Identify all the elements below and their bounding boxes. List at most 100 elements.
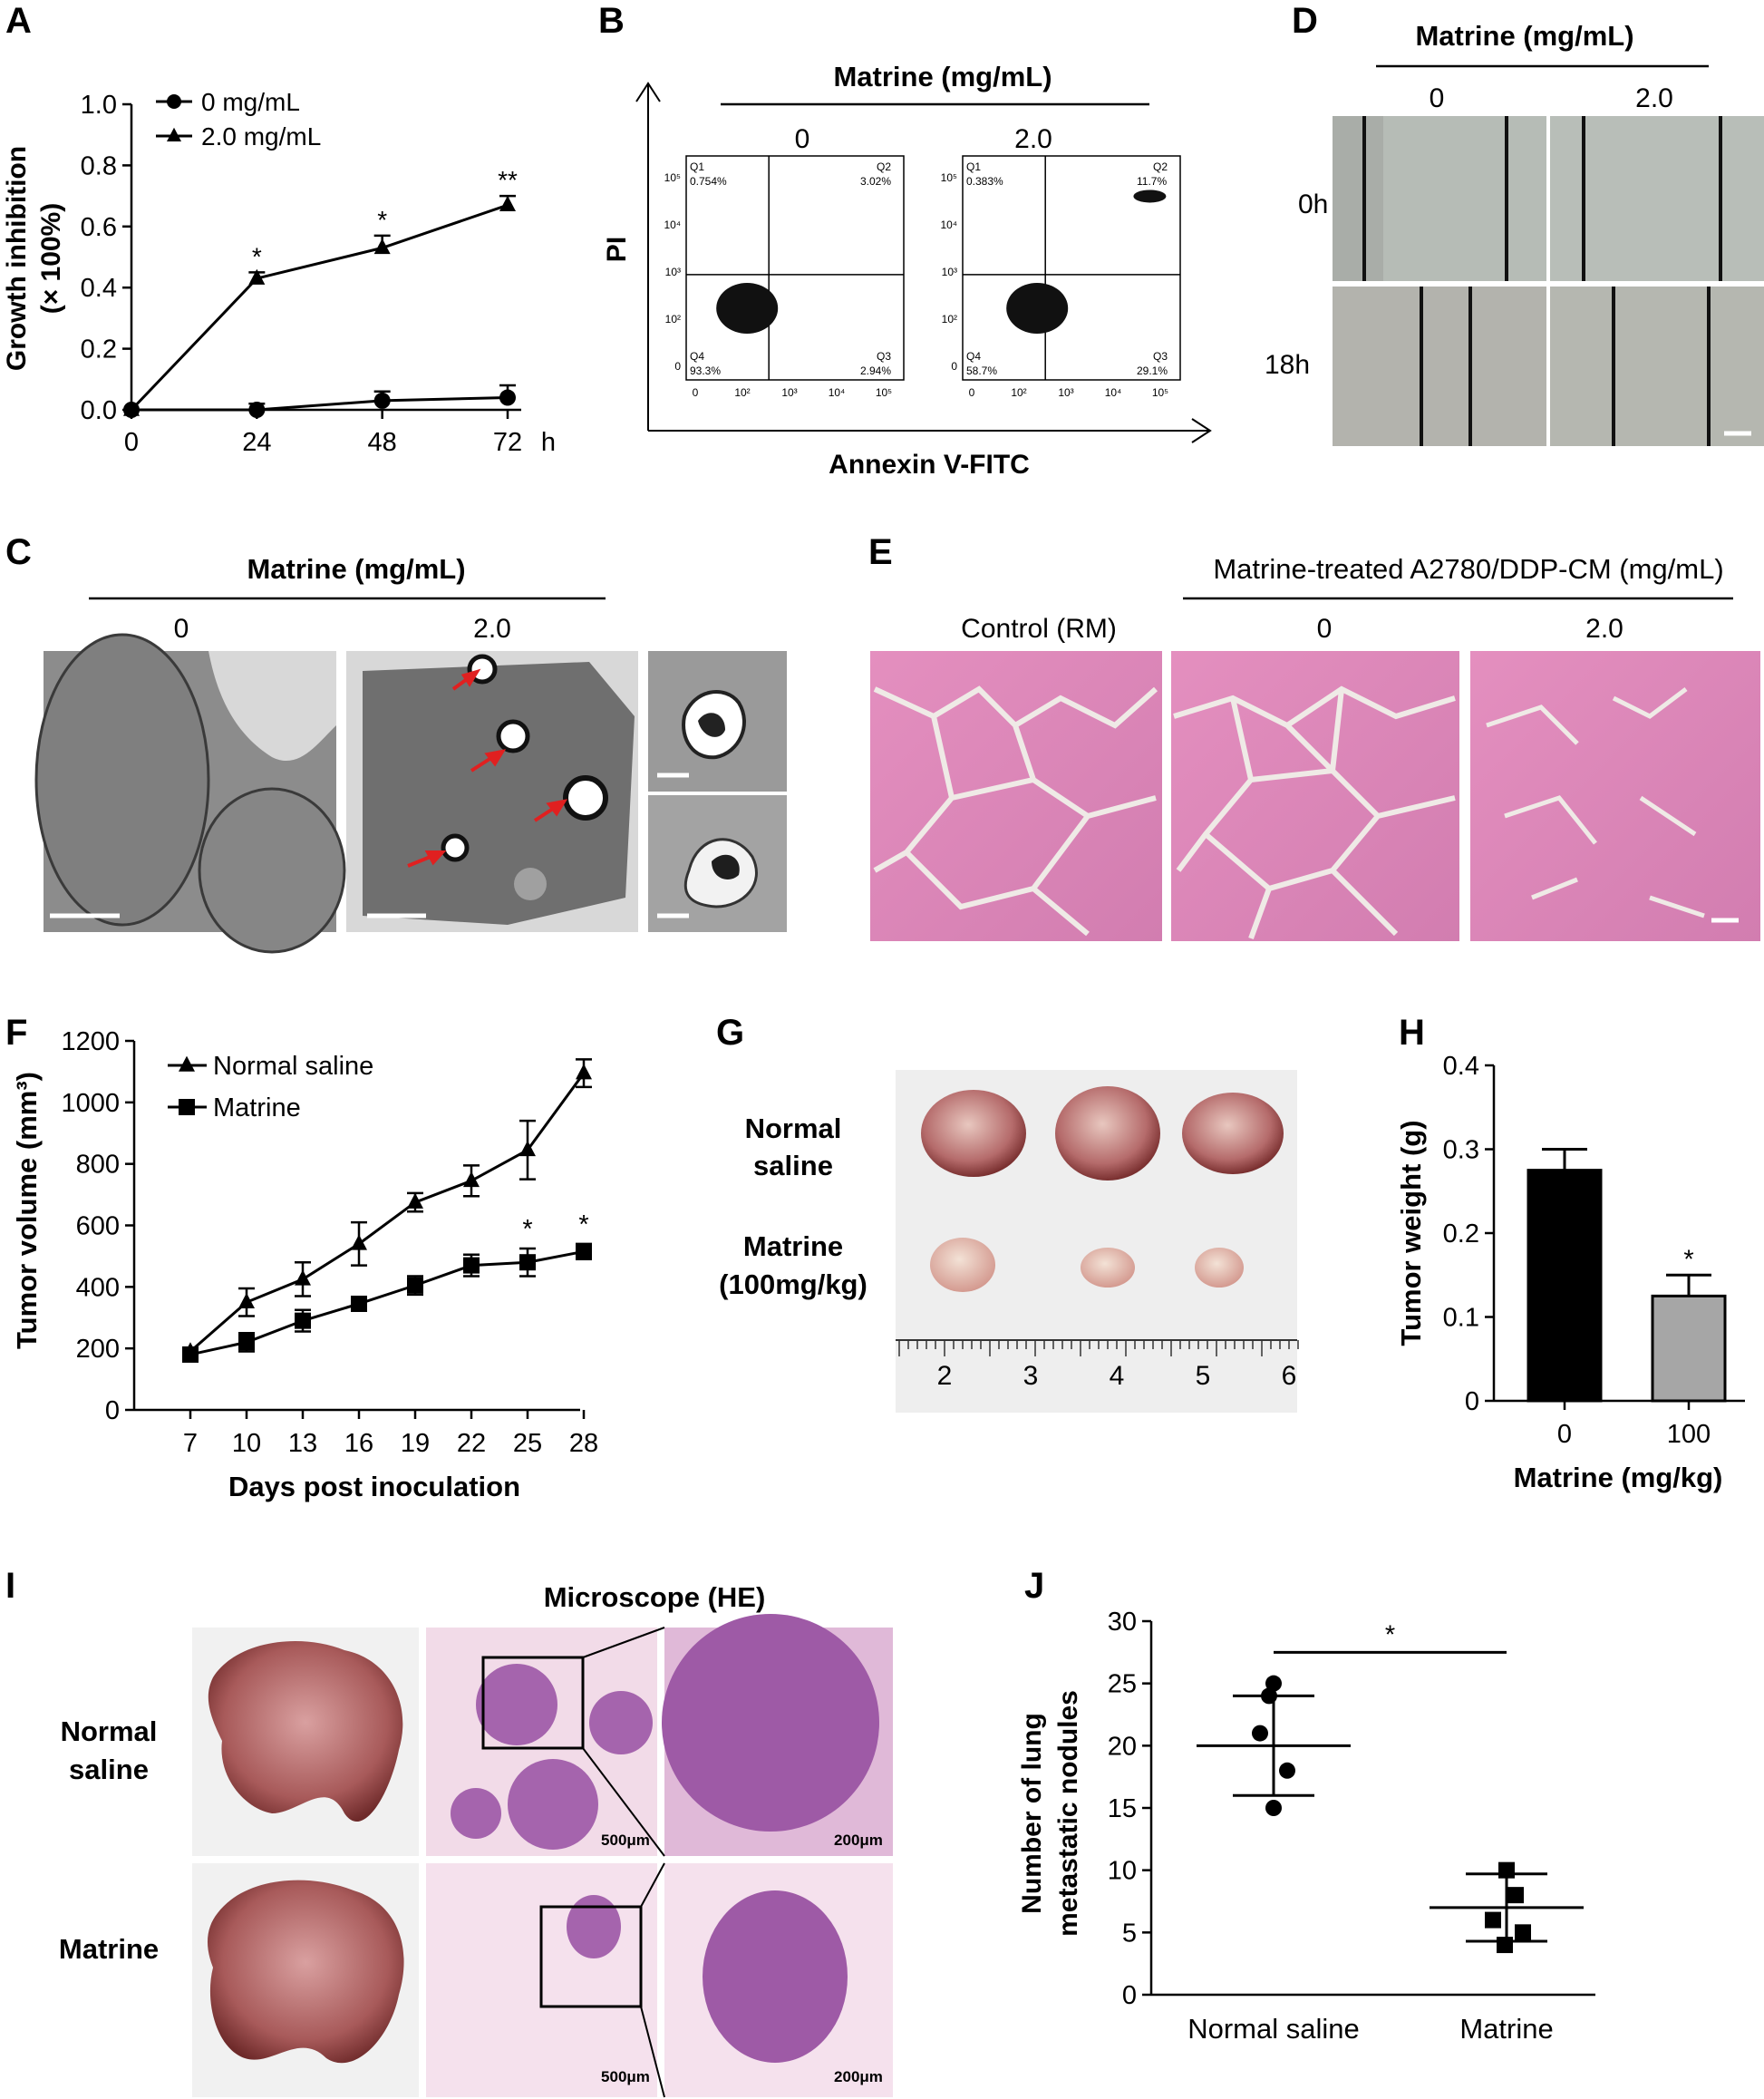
panel-letter-f: F bbox=[5, 1013, 27, 1053]
cell-cluster bbox=[716, 282, 779, 334]
x-tick-label: 16 bbox=[344, 1429, 373, 1458]
tumor-mat-3 bbox=[1195, 1248, 1244, 1288]
x-tick-label: 100 bbox=[1667, 1420, 1711, 1449]
tumor-photo-panel: Normal saline Matrine (100mg/kg) 2 3 4 5 6 bbox=[719, 1070, 1299, 1413]
data-point bbox=[295, 1269, 311, 1286]
photo-row2-line2: (100mg/kg) bbox=[719, 1268, 867, 1300]
photo-row1-line2: saline bbox=[753, 1150, 833, 1181]
flow-y-tick: 10⁵ bbox=[941, 171, 957, 184]
flow-dose-2: 2.0 bbox=[1014, 124, 1052, 154]
data-point bbox=[1279, 1762, 1295, 1779]
wound-header: Matrine (mg/mL) bbox=[1415, 20, 1633, 52]
flow-x-tick: 0 bbox=[969, 386, 975, 399]
y-tick-label: 15 bbox=[1108, 1794, 1137, 1823]
data-point bbox=[295, 1312, 311, 1329]
x-tick-label: 48 bbox=[368, 428, 397, 457]
y-tick-label: 0.3 bbox=[1443, 1136, 1479, 1165]
flow-y-tick: 10⁴ bbox=[940, 219, 957, 231]
scale-ns-right: 200μm bbox=[834, 1832, 883, 1849]
y-tick-label: 0.6 bbox=[81, 213, 117, 242]
flow-x-tick: 10² bbox=[734, 386, 750, 399]
y-tick-label: 0 bbox=[105, 1396, 120, 1425]
flow-y-tick: 10² bbox=[665, 313, 681, 326]
y-tick-label: 800 bbox=[76, 1151, 120, 1180]
y-label: Tumor weight (g) bbox=[1395, 1120, 1427, 1346]
y-tick-label: 1000 bbox=[61, 1089, 120, 1118]
y-tick-label: 0.4 bbox=[1443, 1052, 1479, 1081]
x-tick-label: 72 bbox=[493, 428, 522, 457]
flow-header: Matrine (mg/mL) bbox=[833, 61, 1052, 92]
q4-value: 93.3% bbox=[690, 364, 721, 377]
x-tick-label: 19 bbox=[401, 1429, 430, 1458]
x-category-label: Matrine bbox=[1459, 2013, 1553, 2045]
flow-y-tick: 10³ bbox=[665, 266, 681, 278]
data-point bbox=[499, 389, 516, 406]
q4-label: Q4 bbox=[966, 350, 981, 363]
flow-y-tick: 10² bbox=[942, 313, 957, 326]
data-point bbox=[519, 1254, 536, 1271]
y-tick-label: 400 bbox=[76, 1273, 120, 1302]
x-tick-label: 0 bbox=[124, 428, 139, 457]
data-point bbox=[373, 392, 391, 409]
data-point bbox=[407, 1192, 423, 1209]
significance-mark: * bbox=[1385, 1620, 1395, 1649]
legend-marker bbox=[179, 1099, 195, 1115]
panel-letter-j: J bbox=[1024, 1566, 1044, 1606]
y-tick-label: 0.4 bbox=[81, 274, 117, 303]
flow-ylabel: PI bbox=[602, 237, 632, 262]
legend-label: Normal saline bbox=[213, 1052, 373, 1081]
q4-value: 58.7% bbox=[966, 364, 997, 377]
x-tick-label: 13 bbox=[288, 1429, 317, 1458]
data-point bbox=[1497, 1937, 1513, 1954]
data-point bbox=[123, 400, 140, 416]
y-tick-label: 1.0 bbox=[81, 91, 117, 120]
flow-plot-frame bbox=[962, 155, 1181, 381]
chart-f: 0 200 400 600 800 1000 1200 7 10 13 16 19 22 25 28 Days… bbox=[11, 1027, 598, 1502]
flow-y-tick: 0 bbox=[674, 360, 681, 373]
ruler: 2 3 4 5 6 bbox=[896, 1339, 1299, 1391]
y-tick-label: 0.2 bbox=[81, 335, 117, 364]
legend-marker bbox=[167, 94, 181, 109]
lung-zoom-box-ns bbox=[481, 1656, 585, 1750]
x-label: Matrine (mg/kg) bbox=[1514, 1462, 1723, 1493]
y-tick-label: 0.2 bbox=[1443, 1220, 1479, 1249]
tem-dose-0: 0 bbox=[174, 614, 189, 644]
y-label-1: Growth inhibition bbox=[2, 146, 32, 371]
y-label: Tumor volume (mm³) bbox=[11, 1072, 43, 1349]
y-tick-label: 0.1 bbox=[1443, 1304, 1479, 1333]
tumor-mat-2 bbox=[1081, 1248, 1135, 1288]
data-point bbox=[499, 195, 516, 211]
panel-letter-b: B bbox=[598, 1, 625, 41]
data-point bbox=[576, 1243, 592, 1260]
wound-panel: Matrine (mg/mL) 0 2.0 0h 18h bbox=[1265, 20, 1764, 446]
wound-image-0-18h bbox=[1333, 287, 1546, 446]
scale-ns-left: 500μm bbox=[601, 1832, 650, 1849]
tube-image-2 bbox=[1470, 651, 1760, 941]
panel-letter-c: C bbox=[5, 532, 32, 572]
flow-x-tick: 10² bbox=[1011, 386, 1026, 399]
y-tick-label: 0 bbox=[1122, 1981, 1137, 2010]
wound-time-0h: 0h bbox=[1298, 189, 1328, 219]
flow-dose-0: 0 bbox=[795, 124, 810, 154]
series-line bbox=[189, 1072, 586, 1353]
wound-image-2-18h bbox=[1550, 287, 1764, 446]
q3-label: Q3 bbox=[1153, 350, 1168, 363]
data-point bbox=[1498, 1861, 1515, 1879]
y-tick-label: 20 bbox=[1108, 1732, 1137, 1761]
data-point bbox=[1515, 1924, 1531, 1941]
data-point bbox=[351, 1295, 367, 1312]
q2-value: 11.7% bbox=[1137, 175, 1167, 188]
ruler-number: 3 bbox=[1023, 1361, 1039, 1391]
photo-row2-line1: Matrine bbox=[743, 1230, 843, 1262]
tube-header: Matrine-treated A2780/DDP-CM (mg/mL) bbox=[1213, 553, 1723, 585]
y-label-2: (× 100%) bbox=[36, 203, 66, 315]
flow-x-tick: 10⁴ bbox=[829, 386, 846, 399]
wound-image-2-0h bbox=[1550, 116, 1764, 281]
flow-x-tick: 10³ bbox=[1058, 386, 1073, 399]
flow-xlabel: Annexin V-FITC bbox=[829, 450, 1030, 480]
q3-value: 29.1% bbox=[1137, 364, 1168, 377]
x-tick-label: 10 bbox=[232, 1429, 261, 1458]
